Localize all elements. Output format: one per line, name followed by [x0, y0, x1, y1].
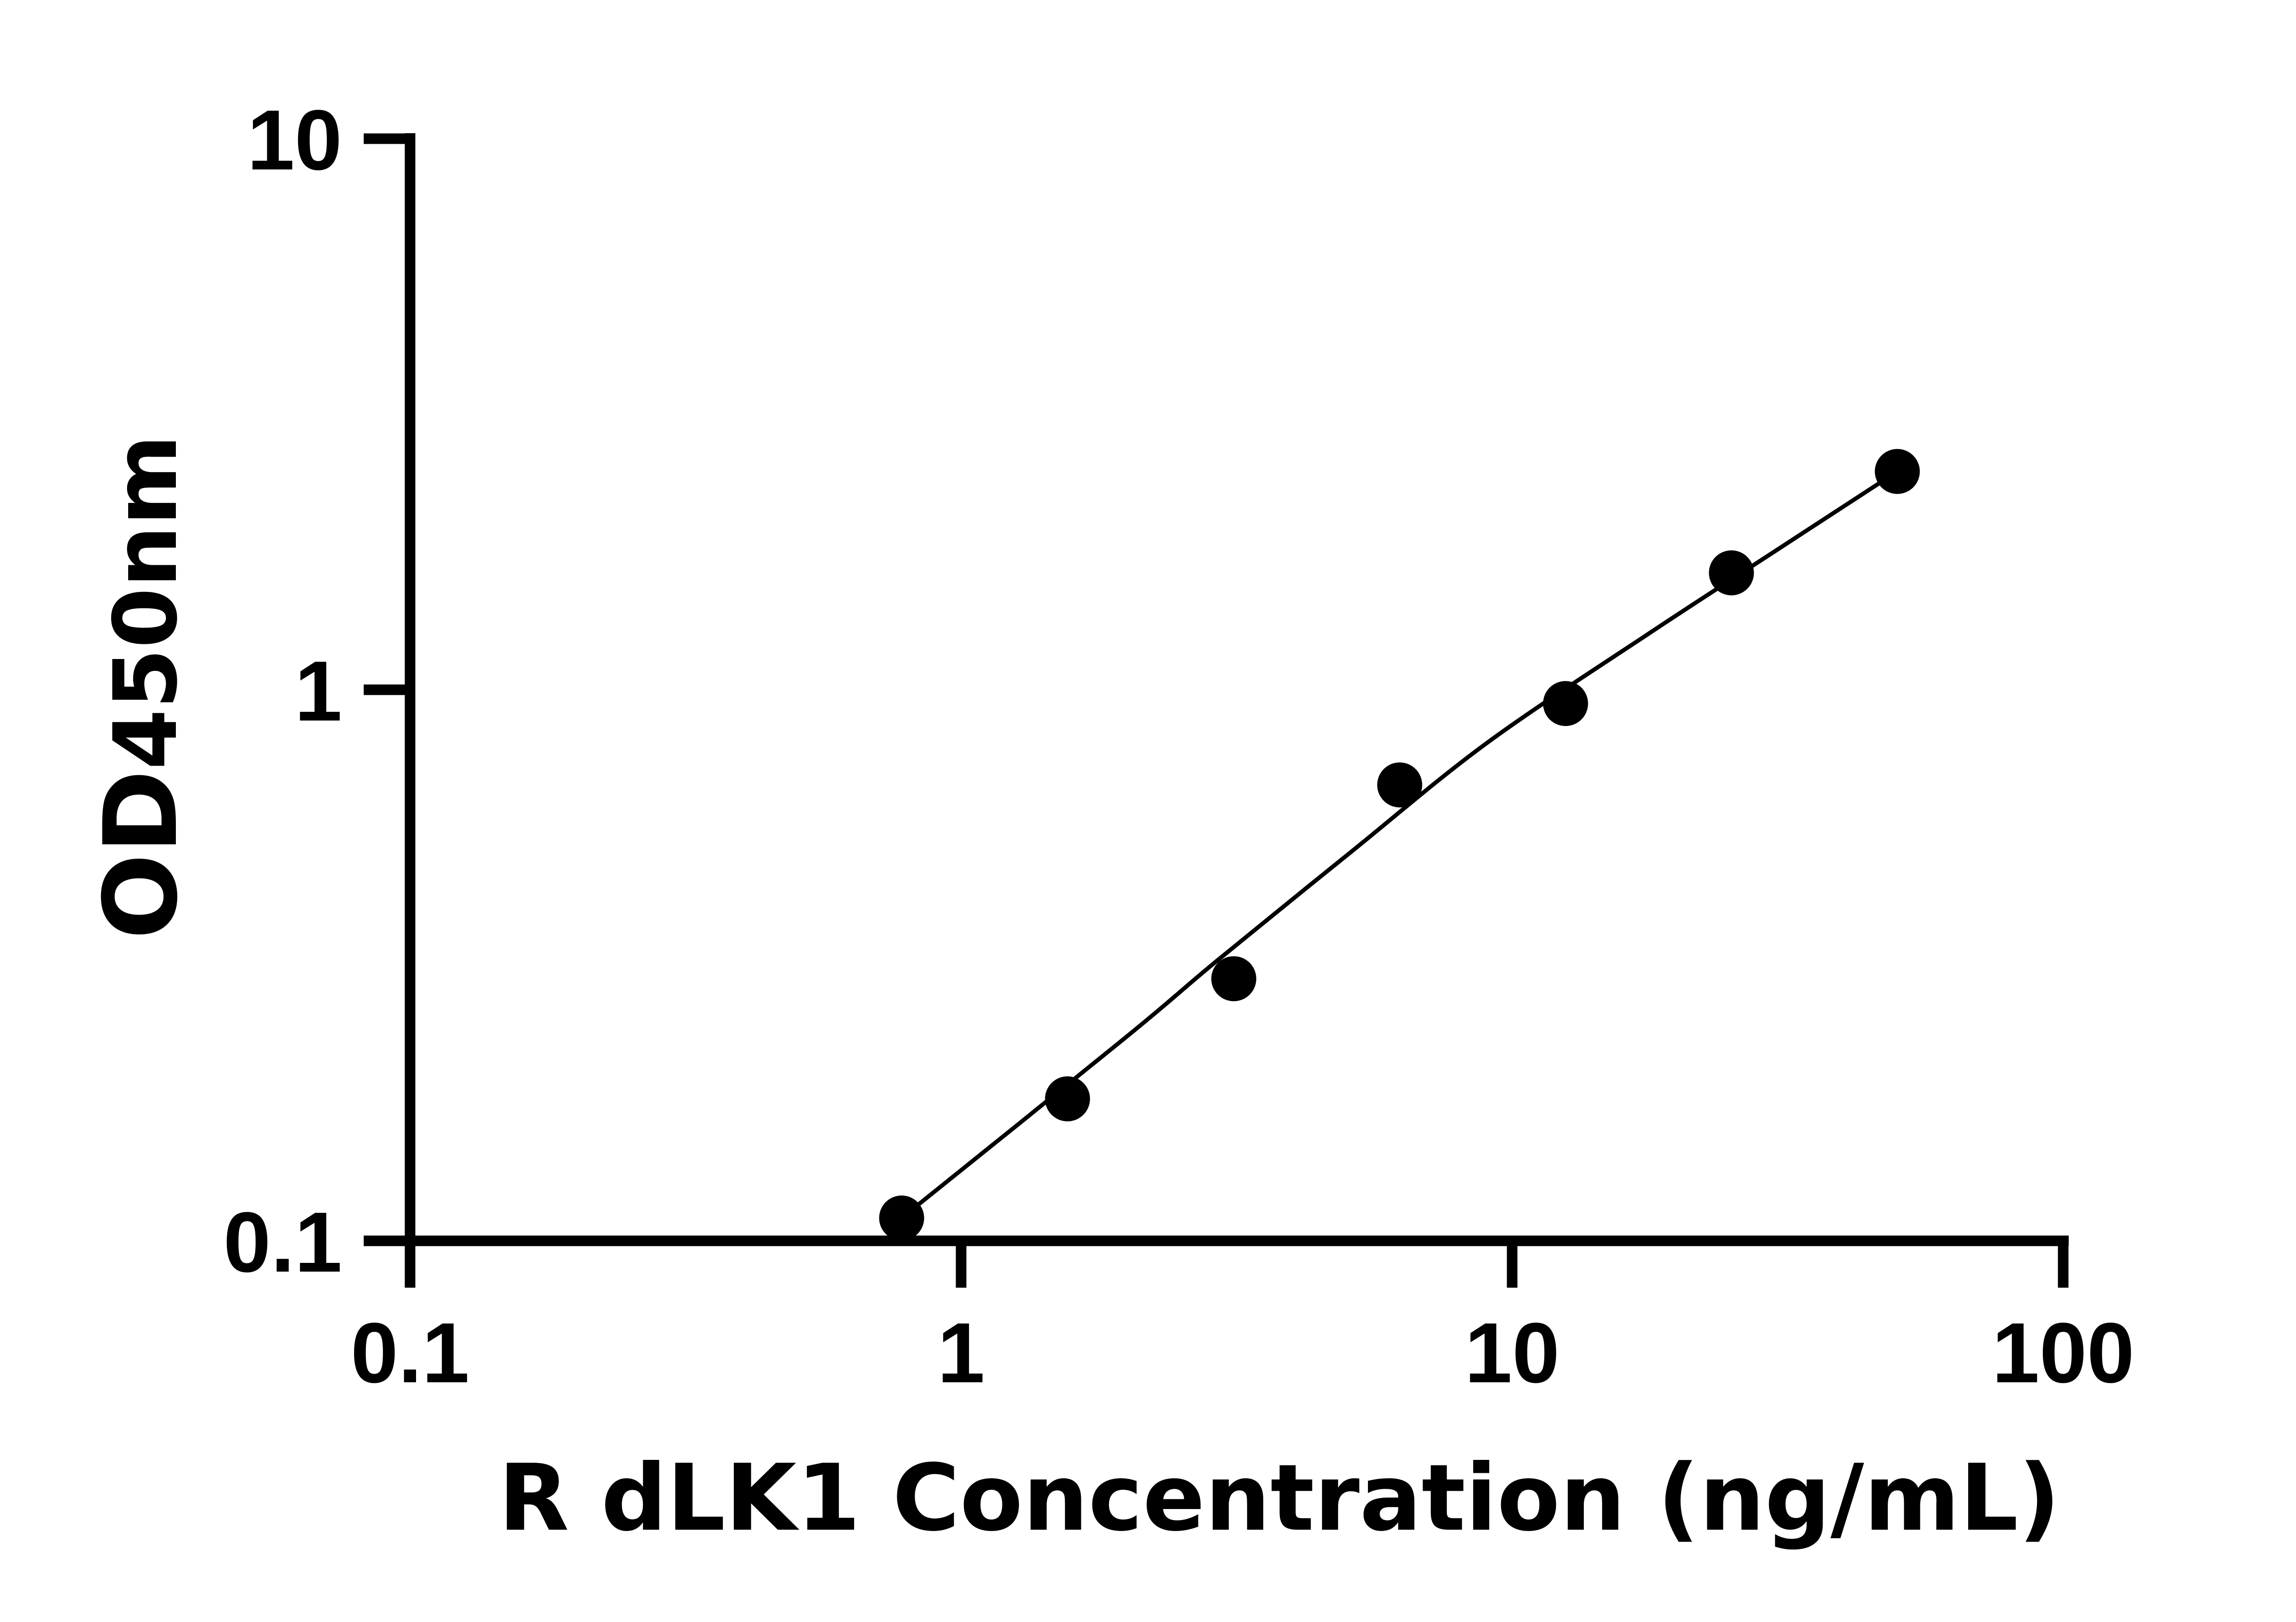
data-point-marker [1874, 449, 1920, 494]
data-point-marker [1543, 681, 1588, 726]
x-tick-label: 100 [1992, 1306, 2134, 1401]
y-axis-title: OD450nm [82, 434, 200, 940]
x-tick-label: 10 [1465, 1306, 1560, 1401]
data-point-marker [1377, 762, 1423, 808]
y-tick-label: 1 [295, 644, 342, 739]
x-tick-label: 0.1 [351, 1306, 470, 1401]
x-tick-label: 1 [937, 1306, 985, 1401]
y-axis-title-sub: 450nm [95, 434, 197, 770]
data-points [879, 449, 1920, 1241]
data-point-marker [1211, 956, 1256, 1002]
axes [364, 133, 2069, 1288]
y-axis-ticks: 0.1 1 10 [223, 93, 410, 1290]
data-point-marker [1709, 550, 1754, 596]
x-axis-ticks: 0.1 1 10 100 [351, 1241, 2134, 1401]
y-axis-title-main: OD [82, 770, 200, 940]
x-axis-title: R dLK1 Concentration (ng/mL) [498, 1445, 2060, 1552]
data-point-marker [1045, 1076, 1090, 1121]
y-tick-label: 10 [247, 93, 342, 188]
y-tick-label: 0.1 [223, 1195, 342, 1290]
data-point-marker [879, 1195, 924, 1241]
